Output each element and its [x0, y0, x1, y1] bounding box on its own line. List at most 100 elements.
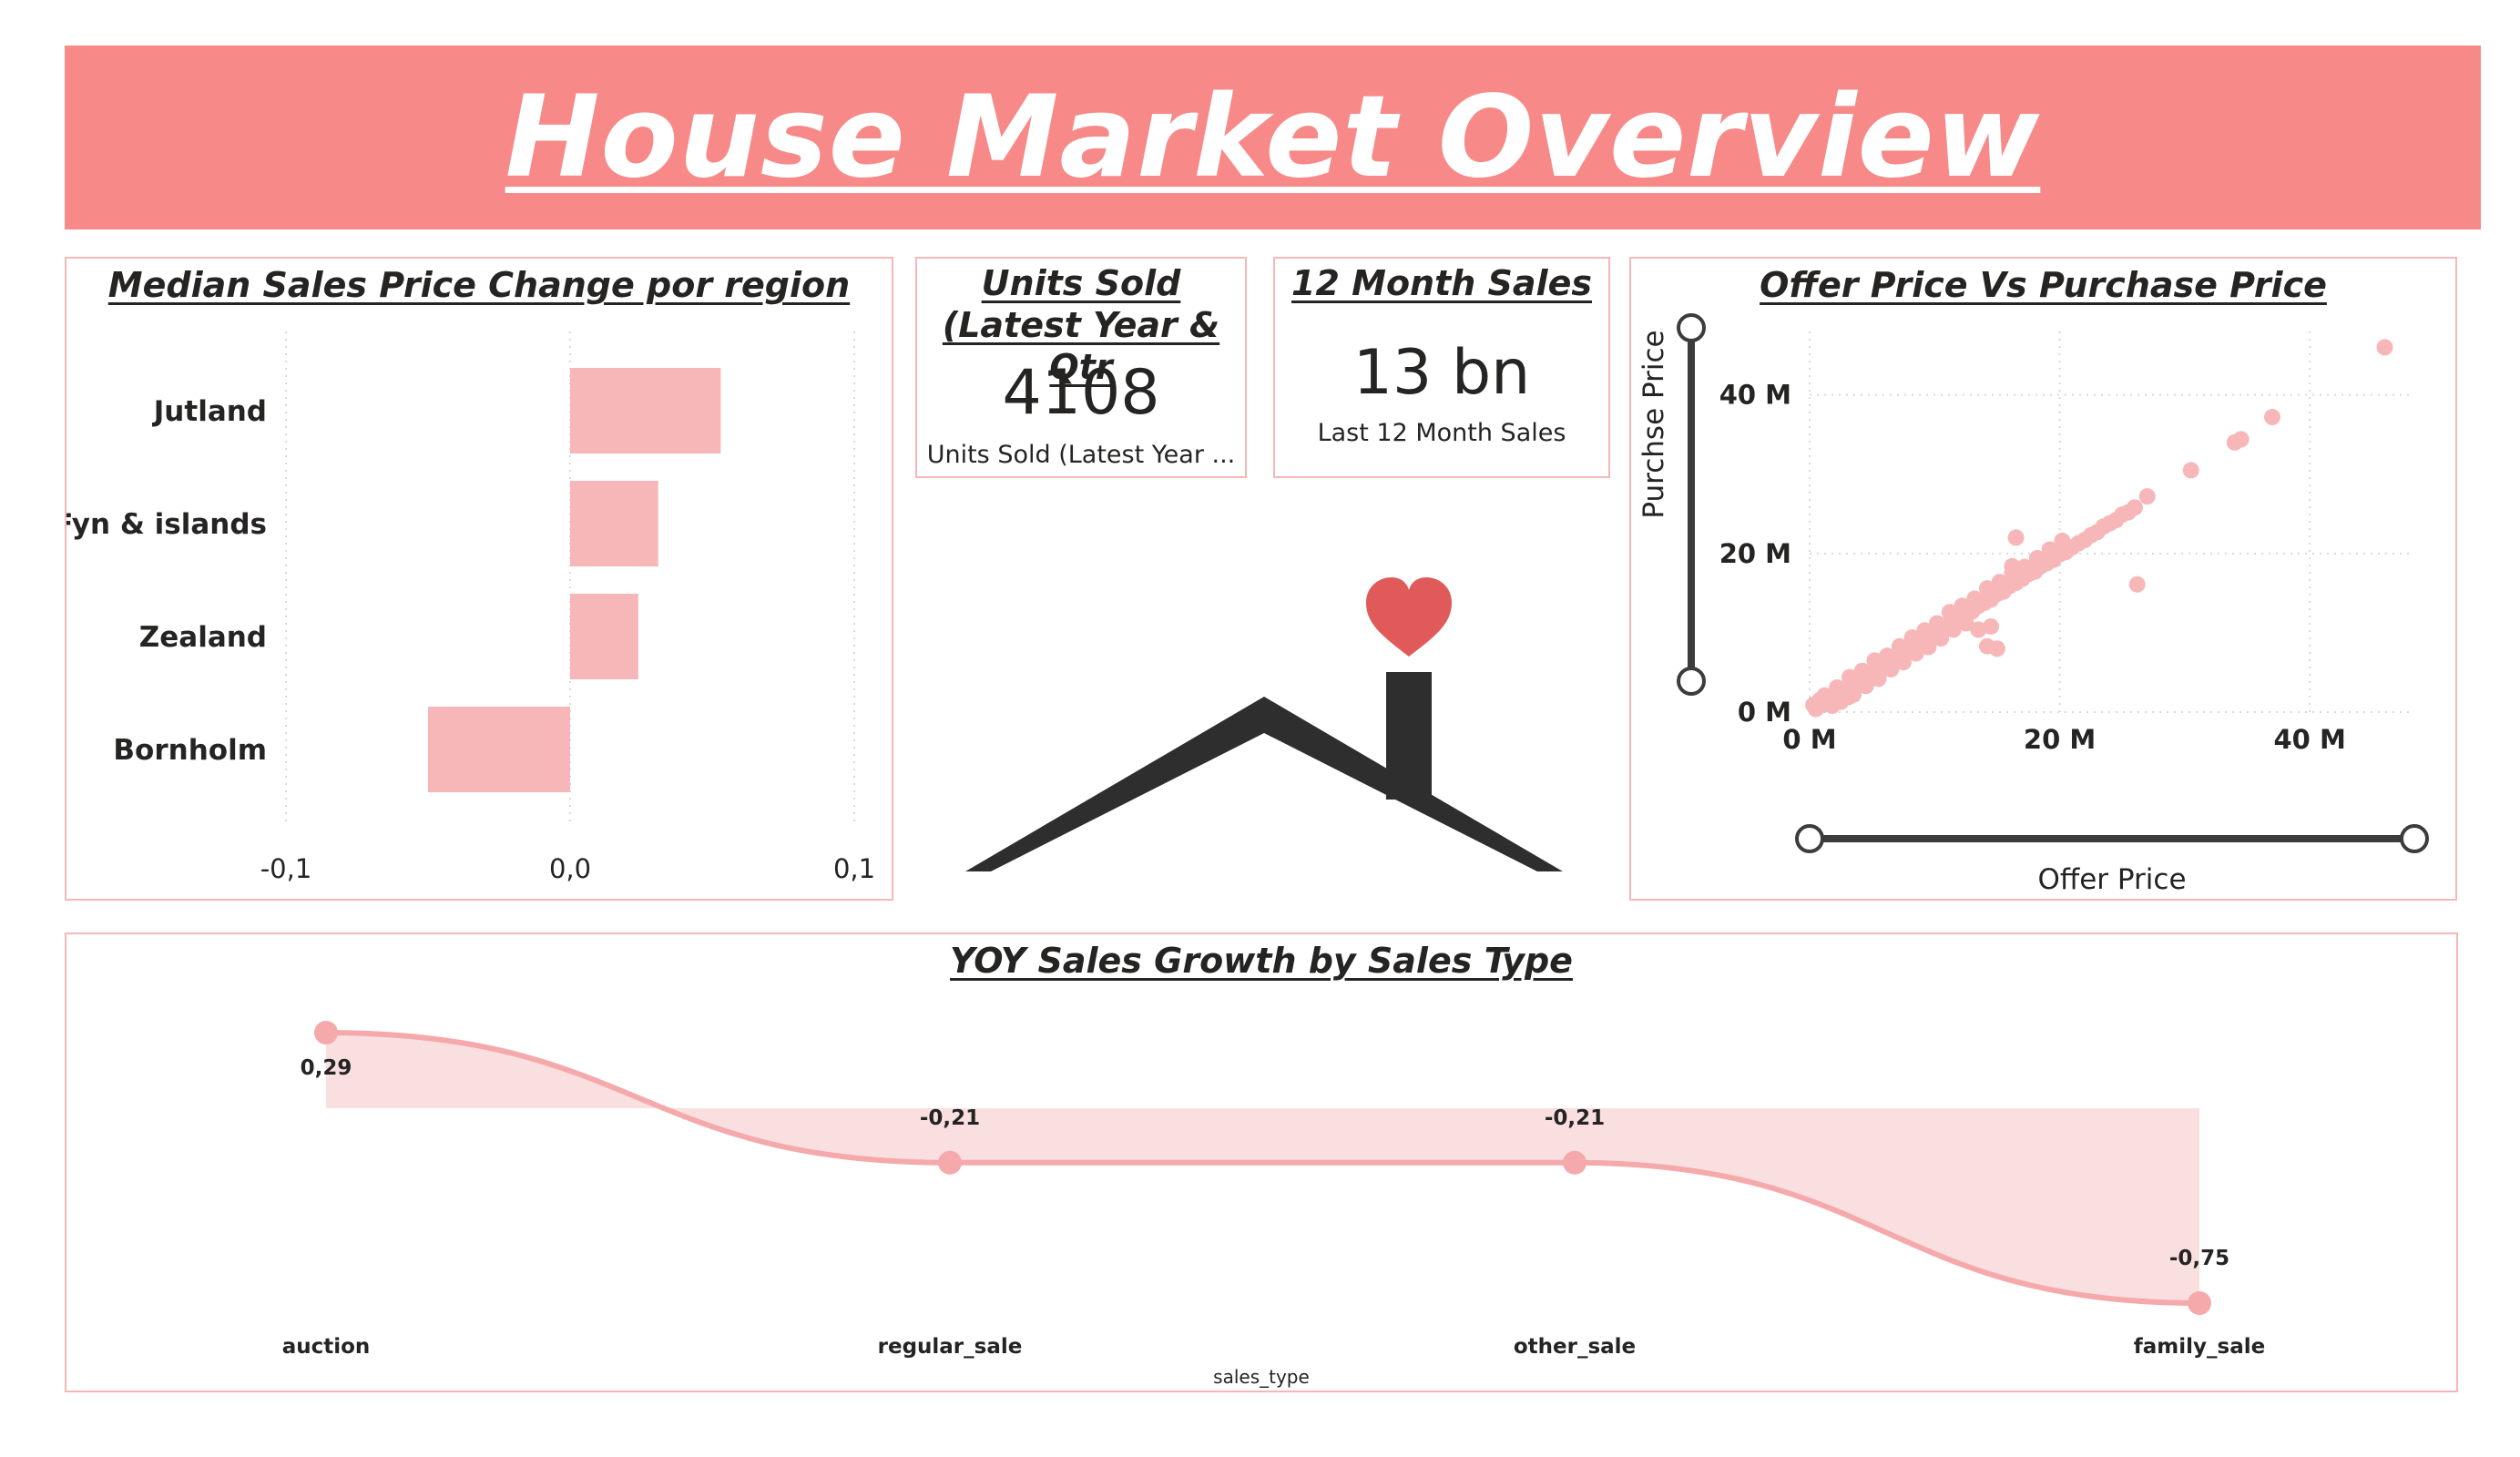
- house-roof-icon: [965, 697, 1563, 871]
- scatter-point: [1966, 590, 1984, 607]
- category-label: other_sale: [1514, 1335, 1636, 1359]
- data-point: [938, 1150, 962, 1175]
- scatter-point: [1882, 660, 1900, 678]
- scatter-point: [2128, 576, 2146, 593]
- scatter-point: [1841, 668, 1858, 686]
- scatter-point: [1916, 622, 1933, 639]
- scatter-point: [2376, 339, 2393, 356]
- heart-icon: [1366, 577, 1452, 657]
- scatter-point: [1978, 580, 1995, 597]
- sales-card-value: 13 bn: [1352, 337, 1531, 409]
- x-tick-label: 40 M: [2274, 724, 2346, 755]
- scatter-point: [2232, 431, 2250, 448]
- scatter-point: [1991, 574, 2008, 591]
- data-label: 0,29: [301, 1056, 352, 1080]
- x-tick-label: 20 M: [2024, 724, 2096, 755]
- bar: [570, 368, 721, 453]
- sales-card[interactable]: 12 Month Sales 13 bn Last 12 Month Sales: [1273, 257, 1610, 478]
- scatter-point: [1970, 621, 1987, 638]
- header-banner: House Market Overview: [65, 46, 2481, 229]
- scatter-chart-title: Offer Price Vs Purchase Price: [1760, 265, 2327, 305]
- series-line: [325, 1030, 2200, 1306]
- scatter-point: [2138, 488, 2156, 505]
- scatter-point: [2126, 499, 2143, 516]
- sales-card-title: 12 Month Sales: [1291, 263, 1592, 303]
- category-label: Bornholm: [113, 734, 267, 767]
- units-card-label: Units Sold (Latest Year ...: [926, 441, 1236, 469]
- x-tick-label: 0,1: [833, 853, 875, 884]
- scatter-point: [1870, 670, 1887, 688]
- area-fill: [326, 1033, 2199, 1303]
- scatter-point: [1829, 679, 1846, 697]
- yoy-chart-panel[interactable]: YOY Sales Growth by Sales Type 0,29 aucti…: [65, 932, 2458, 1392]
- x-slider-handle-right: [2400, 824, 2429, 853]
- scatter-point: [2182, 462, 2199, 479]
- scatter-point: [2028, 550, 2046, 567]
- scatter-point: [1983, 617, 2000, 635]
- data-point: [1563, 1150, 1586, 1175]
- scatter-point: [1929, 615, 1946, 632]
- yoy-area-chart: 0,29 auction -0,21 regular_sale -0,21 other_s…: [282, 1021, 2265, 1388]
- scatter-point: [1933, 630, 1950, 647]
- x-axis-label: Offer Price: [2037, 863, 2186, 896]
- scatter-point: [1978, 637, 1995, 655]
- scatter-point: [1907, 645, 1924, 662]
- scatter-point: [2041, 541, 2058, 558]
- category-label: regular_sale: [878, 1335, 1023, 1359]
- bar: [570, 481, 658, 566]
- page-title: House Market Overview: [505, 72, 2041, 203]
- scatter-point: [1954, 597, 1971, 615]
- y-axis-label: Purchse Price: [1637, 330, 1670, 518]
- x-tick-label: 0 M: [1782, 724, 1836, 755]
- y-tick-label: 40 M: [1719, 380, 1791, 411]
- data-label: -0,21: [1545, 1106, 1605, 1130]
- y-tick-label: 0 M: [1738, 697, 1791, 728]
- scatter-point: [1840, 688, 1857, 706]
- scatter-point: [2054, 532, 2071, 549]
- x-tick-label: 0,0: [549, 853, 591, 884]
- category-label: Fyn & islands: [66, 508, 267, 541]
- bar: [428, 707, 570, 792]
- scatter-point: [1823, 698, 1841, 715]
- yoy-chart-title: YOY Sales Growth by Sales Type: [950, 941, 1573, 981]
- x-slider-handle-left: [1795, 824, 1824, 853]
- x-tick-label: -0,1: [260, 853, 312, 884]
- y-slider-handle-bottom: [1677, 667, 1706, 696]
- category-label: Zealand: [139, 621, 267, 654]
- scatter-point: [1941, 604, 1958, 621]
- y-slider-handle-top: [1677, 313, 1706, 342]
- category-label: Jutland: [152, 395, 267, 428]
- scatter-point: [2016, 558, 2034, 576]
- scatter-chart-panel[interactable]: Offer Price Vs Purchase Price 0 M 20 M 40 …: [1629, 257, 2457, 901]
- data-point: [314, 1021, 338, 1044]
- scatter-point: [1805, 697, 1822, 714]
- units-sold-card[interactable]: Units Sold (Latest Year & Qtr 4108 Units…: [915, 257, 1247, 478]
- data-point: [2188, 1291, 2211, 1315]
- scatter-point: [1866, 652, 1883, 669]
- scatter-point: [1903, 629, 1921, 647]
- y-tick-label: 20 M: [1719, 538, 1791, 569]
- scatter-point: [1894, 654, 1912, 671]
- region-chart-title: Median Sales Price Change por region: [107, 265, 851, 305]
- units-card-value: 4108: [1002, 357, 1160, 429]
- x-axis-label: sales_type: [1213, 1366, 1310, 1388]
- scatter-point: [1920, 638, 1937, 656]
- bar: [570, 594, 638, 679]
- data-label: -0,21: [920, 1106, 980, 1130]
- scatter-plot: 0 M 20 M 40 M 0 M 20 M 40 M Purchse Price Offer…: [1637, 313, 2429, 896]
- scatter-point: [1857, 678, 1874, 695]
- region-bar-chart: -0,1 0,0 0,1 Jutland Fyn & islands Zealand Bor…: [66, 331, 875, 884]
- house-logo: [965, 577, 1563, 871]
- category-label: auction: [282, 1335, 371, 1359]
- scatter-point: [2263, 409, 2280, 426]
- data-label: -0,75: [2169, 1247, 2229, 1270]
- category-label: family_sale: [2134, 1335, 2265, 1359]
- scatter-point: [1944, 621, 1962, 638]
- scatter-point: [1853, 662, 1871, 679]
- scatter-point: [1957, 615, 1974, 632]
- units-card-title: Units Sold (Latest Year & Qtr: [942, 263, 1220, 387]
- scatter-point: [2007, 529, 2025, 546]
- sales-card-label: Last 12 Month Sales: [1317, 419, 1566, 447]
- region-chart-panel[interactable]: Median Sales Price Change por region -0,…: [65, 257, 893, 901]
- scatter-point: [1879, 647, 1896, 665]
